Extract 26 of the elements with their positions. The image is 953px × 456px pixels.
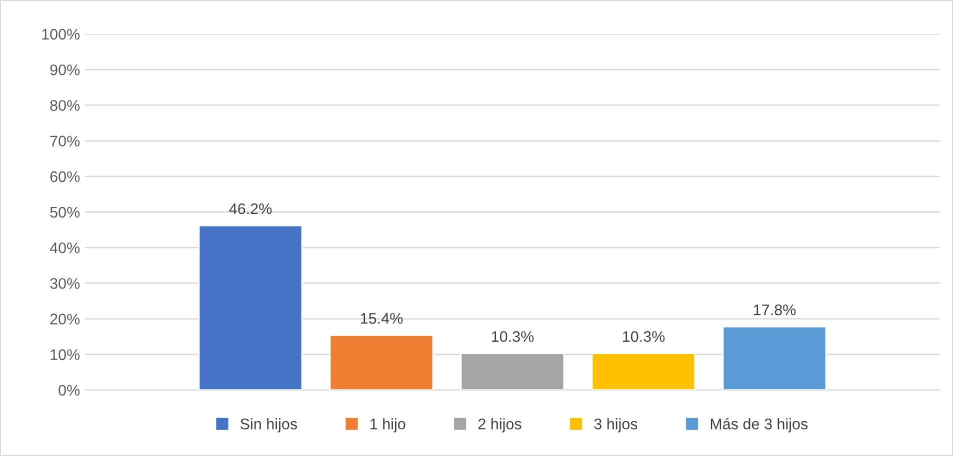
y-tick-label: 70% [50, 136, 80, 146]
data-label: 15.4% [361, 313, 403, 324]
y-tick-label: 40% [50, 242, 80, 254]
legend-label: 1 hijo [370, 418, 406, 432]
y-tick-label: 90% [50, 64, 80, 76]
y-tick-label: 100% [42, 28, 80, 40]
y-tick-label: 60% [50, 171, 80, 182]
legend-label: 3 hijos [594, 418, 638, 432]
legend-label: 2 hijos [478, 418, 522, 432]
data-label: 10.3% [492, 331, 534, 342]
y-tick-label: 80% [50, 100, 80, 111]
data-label: 10.3% [623, 331, 665, 342]
y-tick-label: 10% [50, 349, 80, 360]
y-tick-label: 20% [50, 314, 80, 324]
data-label: 46.2% [229, 203, 272, 214]
bar [198, 224, 303, 390]
legend-label: Sin hijos [240, 418, 297, 432]
bar [460, 352, 565, 390]
bar [722, 326, 827, 390]
legend-label: Más de 3 hijos [710, 418, 808, 432]
bar [591, 352, 696, 390]
y-tick-label: 30% [50, 278, 80, 289]
y-tick-label: 0% [58, 384, 80, 396]
y-tick-label: 50% [50, 206, 80, 218]
data-label: 17.8% [754, 304, 796, 316]
bar [329, 334, 434, 390]
